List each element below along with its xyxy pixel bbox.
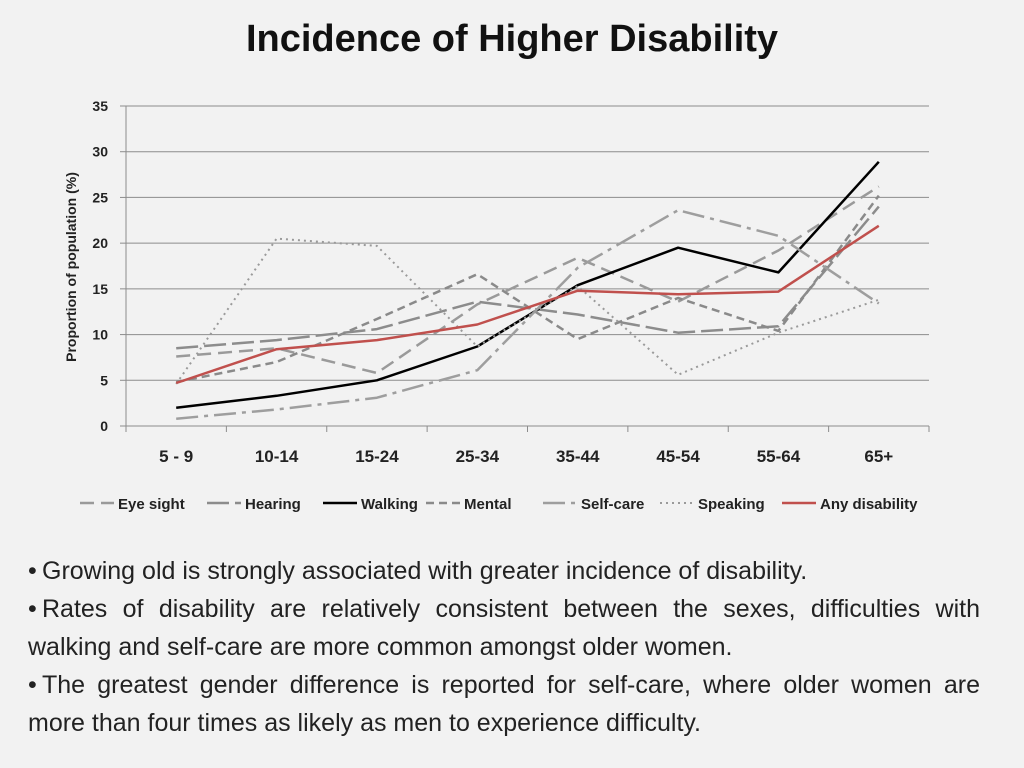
axes [120,105,930,432]
legend-item: Walking [323,496,418,513]
legend-item: Hearing [207,496,301,513]
x-tick-label: 55-64 [757,447,801,466]
legend-label: Speaking [698,496,765,513]
series-line-eye-sight [176,185,880,375]
series-lines [175,160,880,420]
legend-item: Mental [426,496,512,513]
gridlines [126,105,929,381]
series-line-self-care [176,208,880,420]
y-tick-label: 35 [92,98,108,114]
x-tick-label: 5 - 9 [159,447,193,466]
legend-item: Any disability [782,496,918,513]
bullet-item: • Rates of disability are relatively cons… [28,595,980,661]
slide-title: Incidence of Higher Disability [245,18,779,60]
x-tick-label: 10-14 [255,447,299,466]
y-tick-label: 10 [92,327,108,343]
legend-item: Eye sight [80,496,185,513]
bullet-item: • Growing old is strongly associated with… [28,557,808,585]
legend-label: Mental [464,496,512,513]
bullet-list: • Growing old is strongly associated with… [28,552,980,742]
bullet-text: Rates of disability are relatively consi… [28,595,980,661]
x-tick-label: 35-44 [556,447,600,466]
y-tick-label: 30 [92,144,108,160]
legend: Eye sight Hearing Walking Mental Self-care Sp… [80,496,918,513]
y-tick-labels: 0 5 10 15 20 25 30 35 [92,98,108,434]
legend-label: Walking [361,496,418,513]
legend-label: Any disability [820,496,918,513]
y-tick-label: 15 [92,281,108,297]
y-tick-label: 5 [100,372,108,388]
legend-item: Self-care [543,496,644,513]
legend-item: Speaking [660,496,765,513]
bullet-text: The greatest gender difference is report… [28,671,980,737]
x-tick-label: 15-24 [355,447,399,466]
series-line-hearing [176,205,880,350]
x-tick-label: 65+ [864,447,893,466]
series-line-speaking [175,237,880,385]
legend-label: Hearing [245,496,301,513]
x-tick-label: 45-54 [656,447,700,466]
y-axis-label: Proportion of population (%) [63,172,79,362]
series-line-any-disability [175,224,880,385]
series-line-walking [176,160,880,409]
legend-label: Eye sight [118,496,185,513]
x-tick-label: 25-34 [456,447,500,466]
line-chart: 0 5 10 15 20 25 30 35 5 - 9 10-14 15-24 25-34 35-44… [63,98,930,513]
x-tick-labels: 5 - 9 10-14 15-24 25-34 35-44 45-54 55-64 65+ [159,447,893,466]
bullet-item: • The greatest gender difference is repor… [28,671,980,737]
y-tick-label: 20 [92,235,108,251]
legend-label: Self-care [581,496,644,513]
y-tick-label: 0 [100,418,108,434]
y-tick-label: 25 [92,189,108,205]
bullet-text: Growing old is strongly associated with … [42,557,808,585]
